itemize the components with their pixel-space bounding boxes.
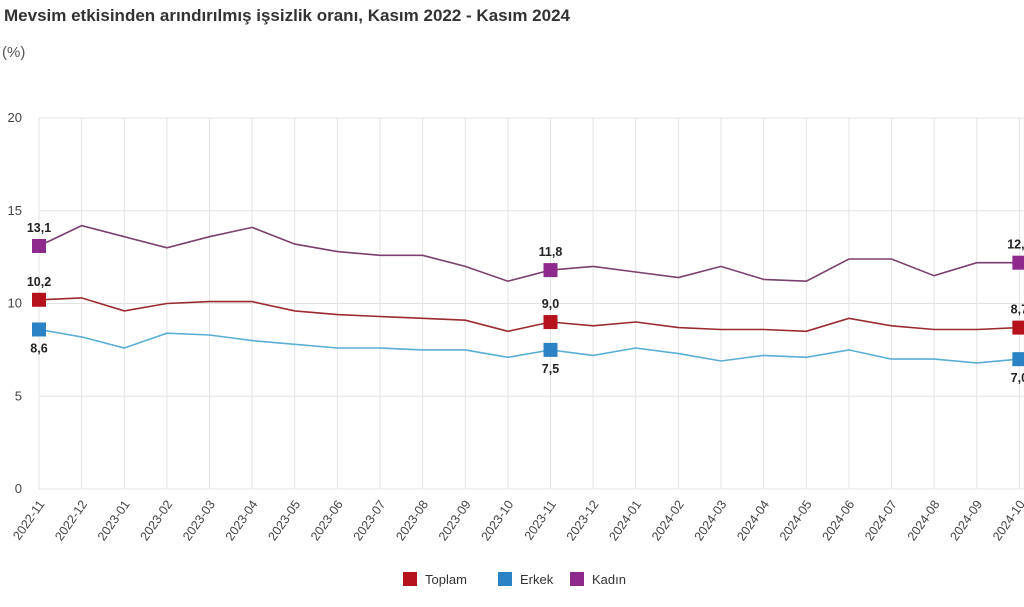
x-tick-label: 2024-06 (820, 498, 858, 544)
x-tick-label: 2024-07 (862, 498, 900, 544)
x-tick-label: 2023-04 (223, 498, 261, 544)
y-tick-label: 20 (8, 110, 22, 125)
data-label: 13,1 (27, 221, 51, 235)
legend-label: Erkek (520, 572, 554, 587)
legend-label: Toplam (425, 572, 467, 587)
chart-title: Mevsim etkisinden arındırılmış işsizlik … (4, 6, 570, 25)
data-point-marker (32, 322, 46, 337)
data-point-marker (543, 342, 558, 357)
x-tick-label: 2023-07 (351, 498, 389, 544)
x-tick-label: 2024-01 (606, 498, 644, 544)
x-axis-ticks: 2022-11 2022-12 2023-01 2023-02 2023-03 2023-… (10, 498, 1024, 544)
series-line-kadın (38, 224, 1024, 283)
y-axis-ticks: 0 5 10 15 20 (8, 110, 22, 496)
x-tick-label: 2023-11 (522, 498, 559, 543)
grid (38, 117, 1024, 490)
data-label: 8,6 (30, 341, 47, 355)
legend-swatch (498, 572, 512, 586)
x-tick-label: 2023-10 (479, 498, 517, 544)
series-markers (32, 238, 1024, 367)
data-point-marker (32, 292, 46, 307)
x-tick-label: 2022-11 (10, 498, 47, 543)
data-label: 12,2 (1007, 238, 1024, 252)
x-tick-label: 2023-06 (308, 498, 346, 544)
x-tick-label: 2024-05 (777, 498, 815, 544)
series-lines (38, 224, 1024, 364)
y-tick-label: 15 (8, 203, 22, 218)
data-label: 11,8 (539, 245, 563, 259)
legend-item-erkek[interactable]: Erkek (498, 572, 554, 587)
data-point-marker (1012, 255, 1024, 270)
data-point-marker (1012, 320, 1024, 335)
data-label: 10,2 (27, 275, 51, 289)
data-label: 7,5 (542, 362, 559, 376)
data-label: 8,7 (1011, 303, 1024, 317)
legend-item-toplam[interactable]: Toplam (403, 572, 467, 587)
x-tick-label: 2024-02 (649, 498, 687, 544)
data-labels: 10,29,08,78,68,67,57,07,013,111,812,211,… (27, 221, 1024, 385)
data-label: 7,0 (1011, 371, 1024, 385)
legend-item-kadın[interactable]: Kadın (570, 572, 626, 587)
x-tick-label: 2023-01 (95, 498, 133, 544)
data-point-marker (32, 238, 46, 253)
legend: Toplam Erkek Kadın (403, 572, 626, 587)
x-tick-label: 2024-09 (947, 498, 985, 544)
y-tick-label: 5 (15, 388, 22, 403)
x-tick-label: 2024-03 (692, 498, 730, 544)
data-point-marker (543, 315, 558, 330)
legend-label: Kadın (592, 572, 626, 587)
series-line-toplam (38, 297, 1024, 333)
legend-swatch (403, 572, 417, 586)
series-line-erkek (38, 328, 1024, 364)
x-tick-label: 2023-08 (393, 498, 431, 544)
x-tick-label: 2023-02 (138, 498, 176, 544)
x-tick-label: 2023-05 (265, 498, 303, 544)
x-tick-label: 2023-12 (564, 498, 602, 544)
data-point-marker (543, 263, 558, 278)
x-tick-label: 2022-12 (52, 498, 90, 544)
y-tick-label: 0 (15, 481, 22, 496)
x-tick-label: 2024-10 (990, 498, 1024, 544)
y-axis-unit-label: (%) (2, 44, 26, 61)
x-tick-label: 2023-03 (180, 498, 218, 544)
legend-swatch (570, 572, 584, 586)
data-label: 9,0 (542, 297, 559, 311)
x-tick-label: 2024-04 (734, 498, 772, 544)
x-tick-label: 2023-09 (436, 498, 474, 544)
y-tick-label: 10 (8, 296, 22, 311)
x-tick-label: 2024-08 (905, 498, 943, 544)
data-point-marker (1012, 352, 1024, 367)
